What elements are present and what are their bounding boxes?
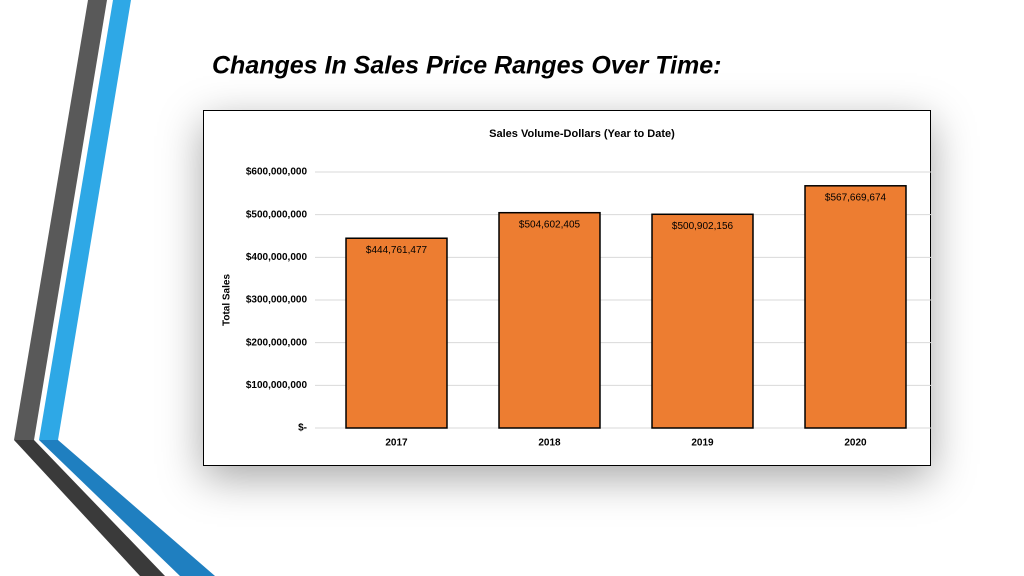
y-tick-label: $- xyxy=(298,423,307,434)
chart-title: Sales Volume-Dollars (Year to Date) xyxy=(489,128,675,140)
value-label: $504,602,405 xyxy=(519,219,581,230)
bar xyxy=(345,237,448,429)
decor-stripe xyxy=(14,440,165,576)
decor-stripe xyxy=(14,0,107,440)
x-tick-label: 2019 xyxy=(691,438,714,449)
bar xyxy=(804,185,907,429)
value-label: $444,761,477 xyxy=(366,245,428,256)
x-tick-label: 2017 xyxy=(385,438,408,449)
y-tick-label: $300,000,000 xyxy=(246,295,308,306)
value-label: $500,902,156 xyxy=(672,221,734,232)
bar xyxy=(498,211,601,429)
decor-stripe xyxy=(39,0,131,440)
slide-title: Changes In Sales Price Ranges Over Time: xyxy=(212,52,721,80)
decor-stripe xyxy=(39,440,215,576)
y-tick-label: $200,000,000 xyxy=(246,337,308,348)
y-tick-label: $400,000,000 xyxy=(246,252,308,263)
y-tick-label: $600,000,000 xyxy=(246,167,308,178)
bar xyxy=(651,213,754,429)
y-tick-label: $500,000,000 xyxy=(246,209,308,220)
x-tick-label: 2018 xyxy=(538,438,561,449)
x-tick-label: 2020 xyxy=(844,438,867,449)
value-label: $567,669,674 xyxy=(825,192,887,203)
y-tick-label: $100,000,000 xyxy=(246,380,308,391)
y-axis-label: Total Sales xyxy=(222,274,233,326)
